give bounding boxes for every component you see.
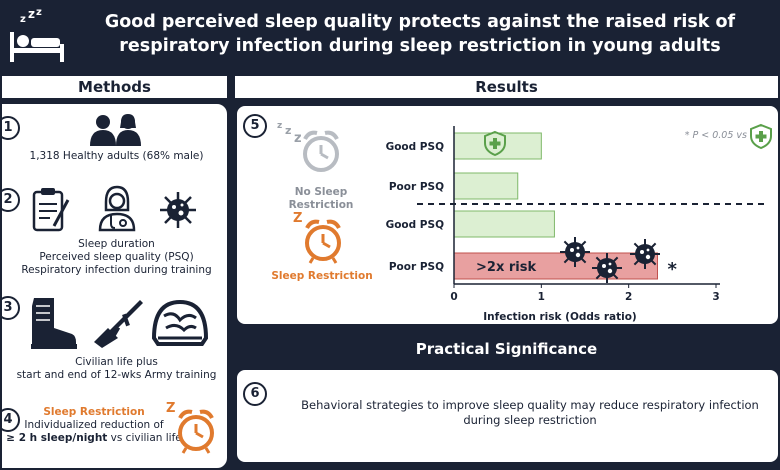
practical-text: Behavioral strategies to improve sleep q… [285, 398, 775, 428]
measure-sleep-duration: Sleep duration [78, 238, 155, 250]
step-2-number: 2 [2, 188, 20, 212]
significance-star: * [667, 259, 677, 280]
step-4-number: 4 [2, 408, 20, 432]
helmet-icon [151, 299, 209, 346]
svg-text:z: z [294, 131, 302, 146]
category-label-3: Good PSQ [386, 219, 444, 231]
shield-plus-legend-icon [750, 123, 772, 150]
svg-text:Z: Z [293, 211, 302, 226]
x-axis-label: Infection risk (Odds ratio) [483, 311, 636, 323]
practical-line-1: Behavioral strategies to improve sleep q… [301, 398, 759, 412]
questionnaire-icon [32, 188, 70, 232]
virus-icon-1 [560, 237, 590, 267]
timeline-text: Civilian life plus start and end of 12-w… [2, 356, 227, 382]
boot-icon [31, 298, 77, 349]
methods-heading: Methods [0, 74, 229, 100]
restriction-line-2: ≥ 2 h sleep/night vs civilian life [6, 432, 182, 445]
bed-icon: z z z [10, 8, 64, 62]
alarm-clock-orange-icon: Z [166, 401, 214, 454]
step-1-number: 1 [2, 116, 20, 140]
significance-note: * P < 0.05 vs [685, 130, 747, 141]
step-6-number: 6 [243, 382, 267, 406]
restriction-label: Sleep Restriction [271, 270, 373, 282]
odds-ratio-chart: Good PSQ Poor PSQ Good PSQ Poor PSQ 0 1 2 3 In… [386, 123, 772, 323]
practical-heading: Practical Significance [233, 332, 780, 366]
restriction-amount: ≥ 2 h sleep/night [6, 432, 108, 444]
practical-line-2: during sleep restriction [463, 413, 597, 427]
measure-psq: Perceived sleep quality (PSQ) [39, 251, 194, 263]
svg-text:z: z [20, 14, 26, 25]
results-heading: Results [233, 74, 780, 100]
x-tick-label-2: 2 [625, 291, 632, 303]
infographic-title: Good perceived sleep quality protects ag… [80, 10, 760, 58]
step-5-number: 5 [243, 114, 267, 138]
participants-text: 1,318 Healthy adults (68% male) [29, 150, 204, 162]
x-tick-label-1: 1 [538, 291, 545, 303]
svg-text:z: z [36, 8, 42, 18]
virus-icon-2 [592, 253, 622, 283]
bar-1 [453, 132, 542, 160]
doctor-icon [98, 185, 136, 232]
people-icon [90, 114, 141, 146]
rifle-icon [94, 300, 143, 348]
practical-panel: 6 Behavioral strategies to improve sleep… [235, 368, 780, 464]
results-panel: 5 z z z No Sleep Restriction Z Sleep Res… [235, 104, 780, 326]
restriction-title: Sleep Restriction [43, 406, 145, 418]
category-label-1: Good PSQ [386, 141, 444, 153]
methods-panel: 1 1,318 Healthy adults (68% male) 2 Slee… [0, 102, 229, 470]
bar-2 [453, 172, 519, 200]
timeline-line-1: Civilian life plus [75, 356, 158, 368]
svg-text:z: z [277, 121, 282, 131]
restriction-comparison: vs civilian life [107, 432, 182, 444]
svg-text:z: z [28, 8, 35, 21]
risk-label: >2x risk [476, 260, 536, 275]
measures-text: Sleep duration Perceived sleep quality (… [2, 238, 227, 277]
category-label-4: Poor PSQ [389, 261, 444, 273]
svg-text:z: z [285, 124, 291, 137]
measure-infection: Respiratory infection during training [21, 264, 212, 276]
restriction-line-1: Individualized reduction of [24, 419, 164, 431]
title-line-2: respiratory infection during sleep restr… [119, 36, 721, 56]
x-tick-label-3: 3 [712, 291, 719, 303]
step-3-number: 3 [2, 296, 20, 320]
x-tick-label-0: 0 [450, 291, 457, 303]
virus-icon-3 [630, 239, 660, 269]
shield-plus-icon [484, 130, 506, 157]
bar-3 [453, 210, 555, 238]
timeline-line-2: start and end of 12-wks Army training [16, 369, 217, 381]
alarm-clock-gray-icon: z z z [277, 121, 339, 172]
virus-icon [160, 192, 196, 228]
alarm-clock-orange-results-icon: Z [293, 211, 341, 264]
svg-text:Z: Z [166, 401, 175, 416]
no-restriction-label: No Sleep Restriction [288, 186, 354, 211]
header-banner: z z z Good perceived sleep quality prote… [0, 0, 780, 70]
restriction-text: Sleep Restriction Individualized reducti… [6, 406, 182, 445]
title-line-1: Good perceived sleep quality protects ag… [104, 12, 736, 32]
category-label-2: Poor PSQ [389, 181, 444, 193]
